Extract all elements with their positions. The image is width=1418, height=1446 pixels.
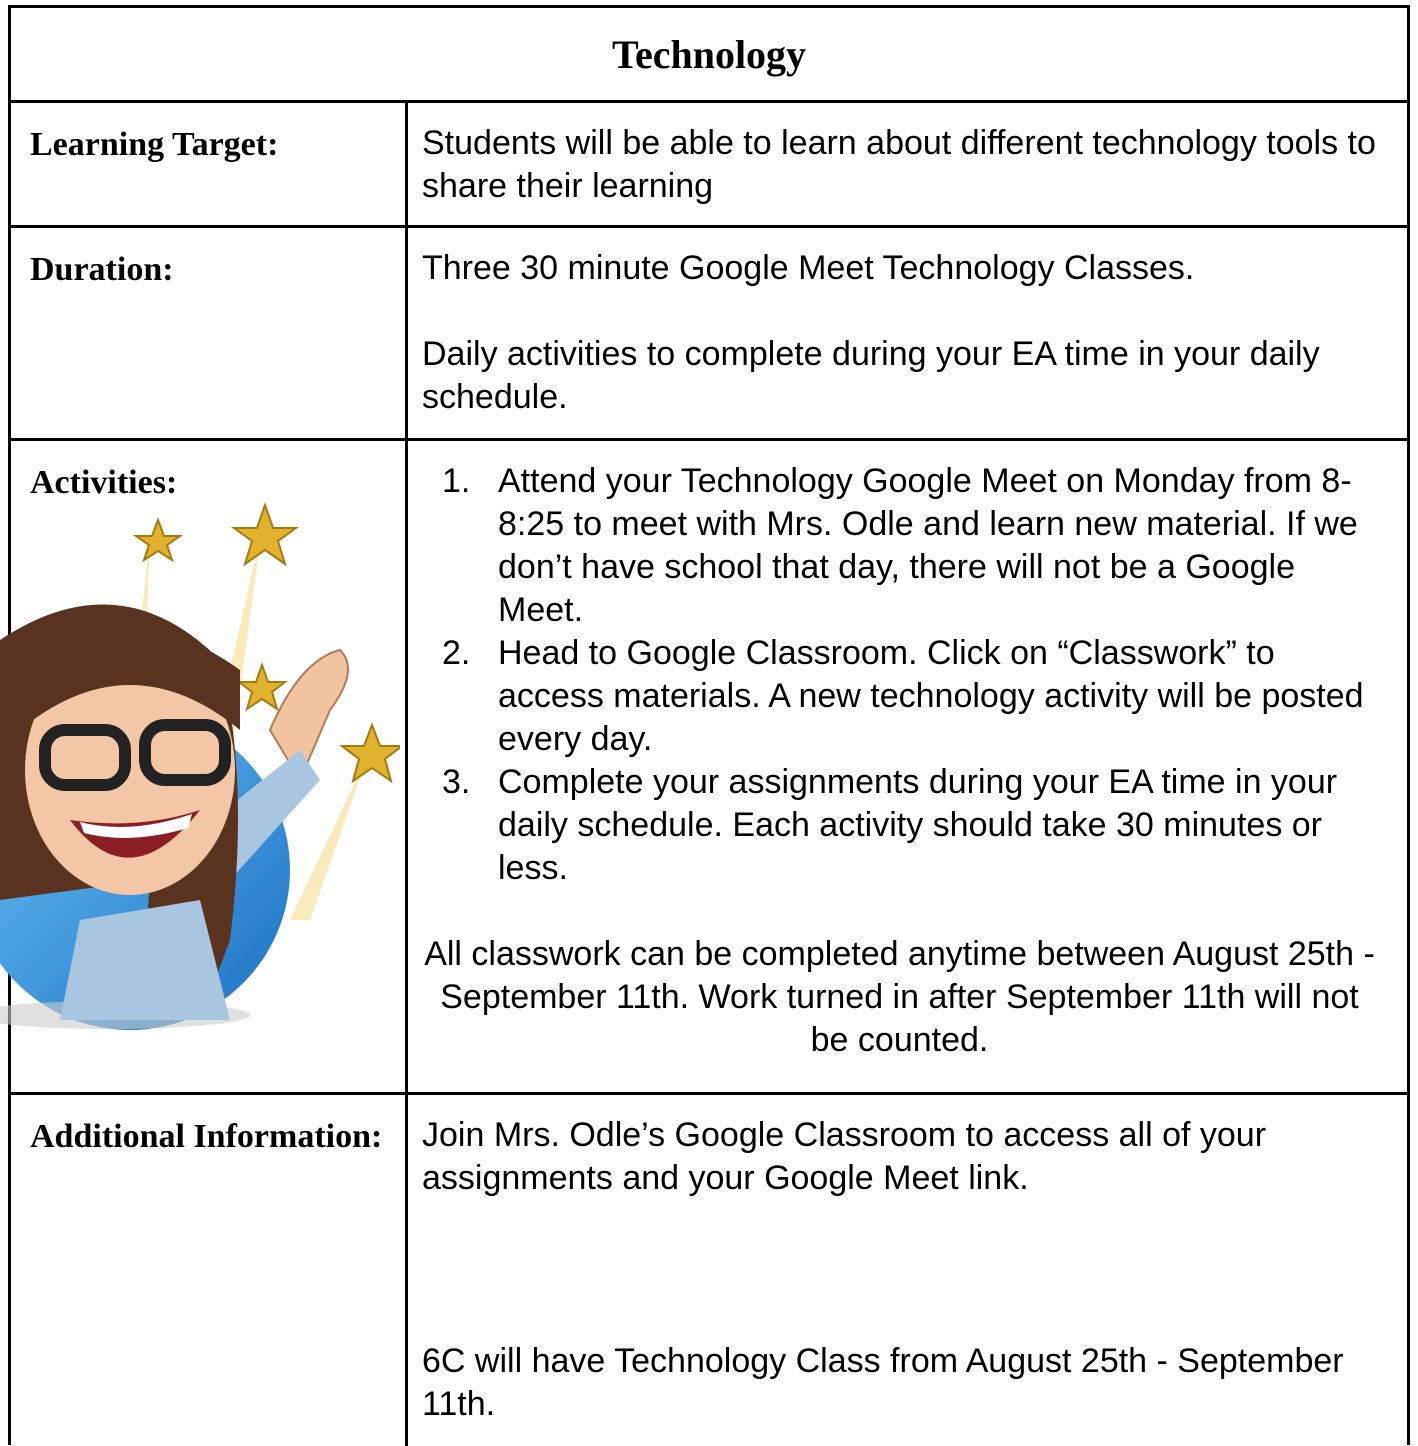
paragraph: Three 30 minute Google Meet Technology C… <box>422 249 1195 287</box>
list-text: Head to Google Classroom. Click on “Clas… <box>498 634 1364 758</box>
table-row: Duration: Three 30 minute Google Meet Te… <box>11 228 1407 441</box>
table-row: Additional Information: Join Mrs. Odle’s… <box>11 1095 1407 1446</box>
paragraph: 6C will have Technology Class from Augus… <box>422 1342 1344 1423</box>
row-label: Duration: <box>11 228 408 438</box>
list-number: 3. <box>442 763 471 801</box>
note: All classwork can be completed anytime b… <box>424 935 1375 1059</box>
table-title: Technology <box>11 8 1407 103</box>
list-item: 1. Attend your Technology Google Meet on … <box>422 460 1377 632</box>
list-number: 2. <box>442 634 471 672</box>
list-text: Attend your Technology Google Meet on Mo… <box>498 462 1358 629</box>
paragraph: Join Mrs. Odle’s Google Classroom to acc… <box>422 1116 1267 1197</box>
row-content: 1. Attend your Technology Google Meet on … <box>408 441 1407 1092</box>
row-label: Additional Information: <box>11 1095 408 1446</box>
list-number: 1. <box>442 462 471 500</box>
row-label: Learning Target: <box>11 103 408 225</box>
list-text: Complete your assignments during your EA… <box>498 763 1338 887</box>
row-content: Students will be able to learn about dif… <box>408 103 1407 225</box>
row-content: Join Mrs. Odle’s Google Classroom to acc… <box>408 1095 1407 1446</box>
list-item: 2. Head to Google Classroom. Click on “Cl… <box>422 632 1377 761</box>
list-item: 3. Complete your assignments during your … <box>422 761 1377 890</box>
paragraph: Daily activities to complete during your… <box>422 335 1320 416</box>
row-content: Three 30 minute Google Meet Technology C… <box>408 228 1407 438</box>
paragraph: Students will be able to learn about dif… <box>422 124 1376 205</box>
table-row: Activities: 1. Attend your Technology Goo… <box>11 441 1407 1095</box>
row-label: Activities: <box>11 441 408 1092</box>
avatar-illustration <box>0 501 400 1030</box>
table-row: Learning Target: Students will be able t… <box>11 103 1407 228</box>
lesson-table: Technology Learning Target: Students wil… <box>8 5 1410 1446</box>
